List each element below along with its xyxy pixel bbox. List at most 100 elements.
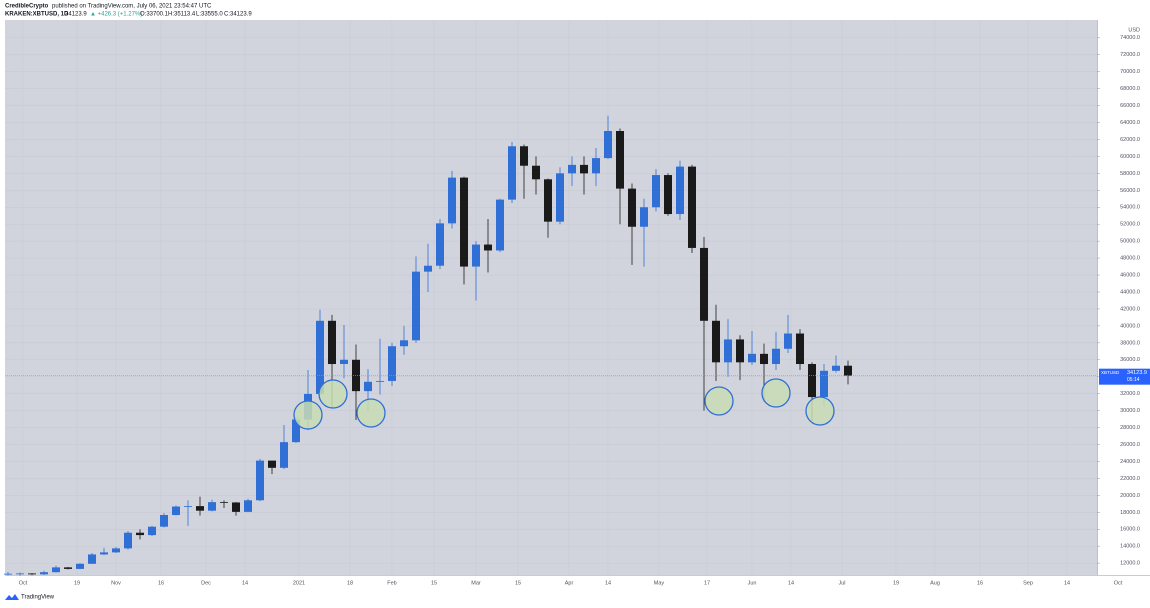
candle-body [220,502,228,503]
y-tick-label: 32000.0 [1120,391,1140,397]
y-tick-label: 14000.0 [1120,544,1140,550]
candle-body [64,567,72,569]
candle-body [124,532,132,549]
x-tick-label: 19 [893,580,899,586]
x-tick-label: 15 [431,580,437,586]
x-tick-label: 14 [788,580,794,586]
candle-body [712,320,720,363]
x-tick-label: Jun [748,580,757,586]
candle-body [616,131,624,189]
y-tick-label: 52000.0 [1120,222,1140,228]
candle-body [724,339,732,363]
candle-body [748,353,756,363]
x-tick-label: Feb [387,580,396,586]
price-change: ▲ +426.3 (+1.27%) [90,12,142,18]
ohlc-open: O:33700.1 [140,12,169,18]
candle-body [52,567,60,573]
y-tick-label: 62000.0 [1120,137,1140,143]
candle-body [760,353,768,365]
candle-body [112,548,120,553]
candle-body [544,179,552,222]
candle-body [664,175,672,215]
y-tick-label: 44000.0 [1120,289,1140,295]
y-tick-label: 38000.0 [1120,340,1140,346]
candle-body [280,442,288,468]
x-tick-label: May [654,580,665,586]
candle-body [736,339,744,363]
candle-body [136,532,144,536]
candle-body [772,348,780,365]
candle-body [484,244,492,251]
candle-body [604,131,612,159]
x-tick-label: Aug [930,580,940,586]
price-label: XBTUSD 34123.9 05:14 [1099,368,1150,385]
x-tick-label: 16 [977,580,983,586]
candle-body [28,573,36,575]
y-tick-label: 68000.0 [1120,86,1140,92]
y-tick-label: 30000.0 [1120,408,1140,414]
candle-body [676,166,684,215]
support-circle [356,398,386,428]
y-tick-label: 56000.0 [1120,188,1140,194]
candle-body [196,506,204,511]
y-tick-label: 54000.0 [1120,205,1140,211]
candle-body [76,563,84,569]
y-tick-label: 16000.0 [1120,527,1140,533]
axes: 12000.0 14000.0 16000.0 18000.0 20000.0 22000… [19,35,1140,586]
x-tick-label: Sep [1023,580,1033,586]
y-tick-label: 64000.0 [1120,120,1140,126]
candle-body [568,164,576,174]
y-tick-label: 40000.0 [1120,323,1140,329]
candle-body [388,346,396,381]
candle-body [592,158,600,174]
candle-body [328,320,336,365]
y-tick-label: 72000.0 [1120,52,1140,58]
candle-body [784,333,792,349]
candle-body [688,166,696,248]
candle-body [376,380,384,382]
candle-body [88,554,96,564]
y-tick-label: 50000.0 [1120,239,1140,245]
price-axis [1097,20,1150,590]
symbol: KRAKEN:XBTUSD, 1D [5,12,69,18]
x-tick-label: 17 [704,580,710,586]
x-tick-label: 15 [515,580,521,586]
price-label-value: 34123.9 [1127,370,1147,376]
candle-body [556,173,564,222]
candle-body [340,359,348,365]
candle-body [508,146,516,200]
candle-body [832,365,840,371]
axis-unit: USD [1128,27,1140,33]
price-label-box [1099,368,1150,385]
candle-body [424,265,432,272]
candle-body [448,177,456,224]
candle-body [520,146,528,166]
x-tick-label: Oct [1114,580,1123,586]
x-tick-label: 19 [74,580,80,586]
candle-body [292,419,300,443]
x-tick-label: 14 [242,580,248,586]
author: CredibleCrypto [5,4,49,10]
x-tick-label: Nov [111,580,121,586]
candle-body [364,381,372,392]
price-label-symbol: XBTUSD [1101,370,1120,375]
candle-body [172,506,180,516]
candle-body [100,552,108,555]
candle-body [40,572,48,575]
candle-body [820,370,828,398]
y-tick-label: 18000.0 [1120,510,1140,516]
candle-body [808,364,816,398]
candle-body [412,271,420,341]
ohlc-high: H:35113.4 [168,12,196,18]
y-tick-label: 74000.0 [1120,35,1140,41]
y-tick-label: 58000.0 [1120,171,1140,177]
candle-body [532,165,540,180]
y-tick-label: 20000.0 [1120,493,1140,499]
candle-body [844,365,852,376]
ohlc-low: L:33555.0 [196,12,223,18]
annotation-circles [293,378,835,430]
candle-body [268,460,276,468]
candle-body [208,502,216,511]
x-tick-label: Dec [201,580,211,586]
y-tick-label: 42000.0 [1120,306,1140,312]
